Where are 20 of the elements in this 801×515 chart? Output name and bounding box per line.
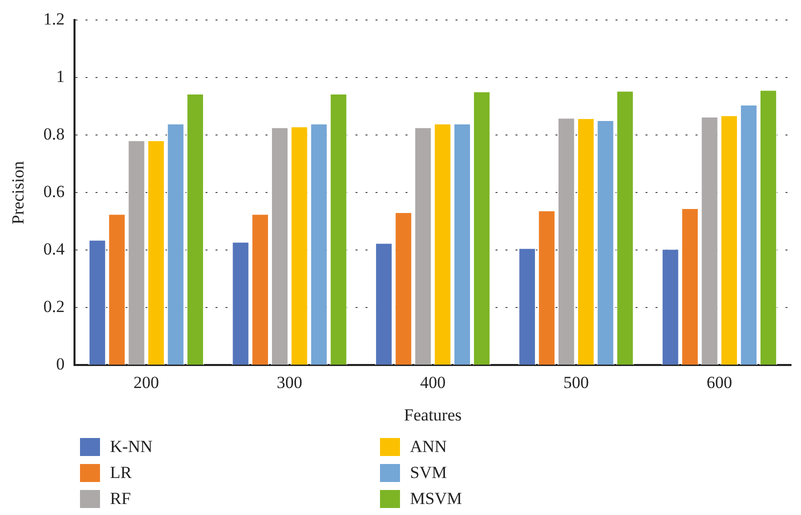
x-tick-label: 600 bbox=[706, 372, 732, 392]
x-tick-label: 200 bbox=[134, 372, 160, 392]
y-tick-label: 1 bbox=[56, 67, 65, 86]
y-tick-label: 0.2 bbox=[43, 297, 65, 316]
x-axis-title: Features bbox=[404, 405, 462, 424]
y-axis-title: Precision bbox=[8, 160, 28, 224]
x-tick-label: 400 bbox=[420, 372, 446, 392]
y-tick-label: 1.2 bbox=[43, 10, 65, 29]
legend-label: LR bbox=[110, 463, 132, 483]
x-tick-label: 500 bbox=[563, 372, 589, 392]
y-tick-label: 0.4 bbox=[43, 240, 66, 259]
legend-label: RF bbox=[110, 489, 131, 509]
x-tick-label: 300 bbox=[276, 372, 302, 392]
y-tick-label: 0 bbox=[56, 354, 65, 374]
y-tick-label: 0.8 bbox=[43, 124, 65, 144]
y-tick-label: 0.6 bbox=[43, 182, 65, 202]
legend-label: MSVM bbox=[410, 489, 462, 509]
legend-label: K-NN bbox=[110, 437, 152, 457]
legend-label: ANN bbox=[410, 437, 447, 457]
legend-label: SVM bbox=[410, 463, 447, 483]
